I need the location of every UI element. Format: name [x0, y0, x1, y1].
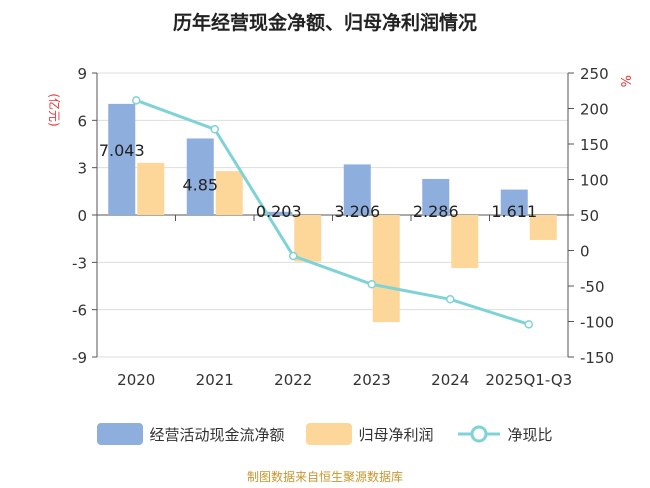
line-point: [132, 96, 141, 105]
x-tick-label: 2021: [196, 371, 234, 389]
data-label: 0.203: [256, 202, 302, 221]
data-label: 2.286: [413, 202, 459, 221]
data-label: 7.043: [99, 141, 145, 160]
legend-swatch: [97, 423, 144, 445]
legend-item-profit[interactable]: 归母净利润: [306, 423, 434, 445]
right-tick-label: -150: [580, 349, 614, 367]
chart-title: 历年经营现金净额、归母净利润情况: [172, 12, 477, 34]
bar-profit: [372, 215, 400, 323]
x-tick-label: 2022: [274, 371, 312, 389]
bar-profit: [451, 215, 479, 269]
left-tick-label: -6: [72, 302, 87, 320]
data-label: 1.611: [491, 202, 537, 221]
legend-label: 归母净利润: [358, 425, 434, 444]
bar-profit: [215, 171, 243, 215]
source-note: 制图数据来自恒生聚源数据库: [246, 470, 403, 484]
left-tick-label: -3: [72, 254, 87, 272]
legend-label: 净现比: [507, 425, 553, 444]
x-tick-label: 2024: [431, 371, 469, 389]
legend-swatch: [306, 423, 353, 445]
left-tick-label: 6: [77, 112, 87, 130]
line-point: [210, 125, 219, 134]
line-point: [446, 295, 455, 304]
legend-item-ratio[interactable]: 净现比: [456, 423, 553, 445]
bar-cashflow: [422, 178, 450, 215]
chart-plot: 9 6 3 0 -3 -6 -9 250 200 150 100 50 0 -50 -100 -150 (亿元)…: [47, 65, 632, 389]
right-tick-label: -100: [580, 314, 614, 332]
bar-cashflow: [343, 164, 371, 215]
left-axis-label: (亿元): [47, 93, 62, 126]
right-tick-label: 100: [580, 172, 609, 190]
left-tick-label: 3: [77, 160, 87, 178]
x-tick-label: 2023: [353, 371, 391, 389]
bar-cashflow: [186, 138, 214, 215]
line-point: [289, 251, 298, 261]
left-tick-label: 9: [77, 65, 87, 83]
bar-profit: [294, 215, 322, 262]
right-tick-label: 150: [580, 136, 609, 154]
data-label: 3.206: [334, 202, 380, 221]
line-ratio: [135, 98, 530, 326]
legend: 经营活动现金流净额 归母净利润 净现比: [0, 423, 650, 445]
bar-cashflow: [500, 189, 528, 215]
bar-cashflow: [265, 211, 293, 215]
right-tick-label: -50: [580, 278, 605, 296]
line-point: [367, 280, 376, 289]
data-label: 4.85: [182, 175, 218, 194]
right-tick-label: 50: [580, 207, 599, 225]
line-point: [524, 320, 533, 329]
left-tick-label: -9: [72, 349, 87, 367]
right-tick-label: 200: [580, 101, 609, 119]
right-tick-label: 0: [580, 243, 590, 261]
right-tick-label: 250: [580, 65, 609, 83]
x-tick-label: 2025Q1-Q3: [485, 371, 572, 389]
bar-profit: [529, 215, 557, 240]
left-tick-label: 0: [77, 207, 87, 225]
bar-cashflow: [108, 103, 136, 215]
legend-item-cashflow[interactable]: 经营活动现金流净额: [97, 423, 284, 445]
x-tick-label: 2020: [117, 371, 155, 389]
right-axis-label: %: [617, 75, 632, 87]
legend-line-icon: [457, 425, 500, 443]
bar-profit: [137, 162, 165, 215]
legend-label: 经营活动现金流净额: [149, 425, 285, 444]
